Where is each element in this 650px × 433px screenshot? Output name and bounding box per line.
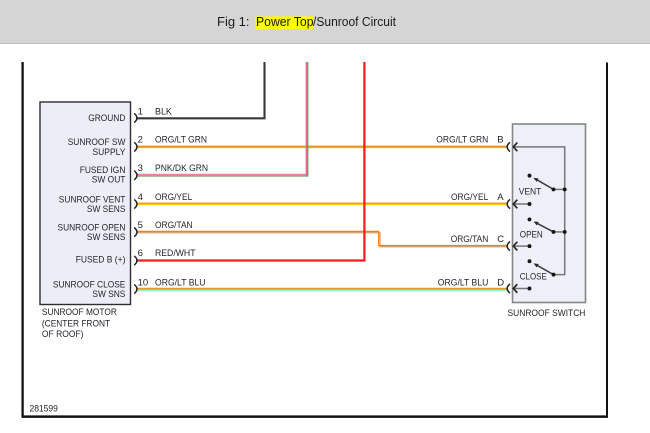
svg-text:RED/WHT: RED/WHT <box>155 248 196 259</box>
svg-text:2: 2 <box>138 134 143 145</box>
svg-text:SUNROOF SW: SUNROOF SW <box>68 137 126 148</box>
svg-text:SUNROOF CLOSE: SUNROOF CLOSE <box>53 279 126 290</box>
svg-text:ORG/TAN: ORG/TAN <box>451 234 489 245</box>
svg-text:GROUND: GROUND <box>88 113 125 124</box>
svg-text:10: 10 <box>138 277 149 288</box>
svg-text:OF ROOF): OF ROOF) <box>42 329 84 340</box>
svg-text:SUNROOF OPEN: SUNROOF OPEN <box>58 222 126 233</box>
svg-text:ORG/LT GRN: ORG/LT GRN <box>436 135 488 146</box>
svg-text:D: D <box>497 277 504 288</box>
svg-text:SUNROOF SWITCH: SUNROOF SWITCH <box>508 308 586 319</box>
svg-text:6: 6 <box>138 248 143 259</box>
svg-text:BLK: BLK <box>155 106 173 117</box>
svg-text:ORG/LT GRN: ORG/LT GRN <box>155 134 207 145</box>
svg-text:FUSED B (+): FUSED B (+) <box>76 255 126 266</box>
svg-text:SW SENS: SW SENS <box>87 204 126 215</box>
svg-text:OPEN: OPEN <box>520 229 543 240</box>
svg-text:C: C <box>497 234 504 245</box>
svg-text:ORG/YEL: ORG/YEL <box>155 192 192 203</box>
svg-text:SW SENS: SW SENS <box>87 232 126 243</box>
svg-text:281599: 281599 <box>30 404 58 415</box>
svg-text:3: 3 <box>138 163 143 174</box>
svg-text:SW OUT: SW OUT <box>92 175 126 186</box>
svg-text:CLOSE: CLOSE <box>520 271 547 282</box>
svg-text:SUPPLY: SUPPLY <box>93 147 126 158</box>
svg-text:B: B <box>497 135 503 146</box>
svg-text:5: 5 <box>138 220 143 231</box>
svg-text:4: 4 <box>138 192 143 203</box>
svg-text:PNK/DK GRN: PNK/DK GRN <box>155 163 208 174</box>
svg-text:A: A <box>497 192 504 203</box>
svg-text:ORG/LT BLU: ORG/LT BLU <box>438 277 489 288</box>
svg-text:SUNROOF VENT: SUNROOF VENT <box>59 194 126 205</box>
svg-text:ORG/YEL: ORG/YEL <box>451 192 488 203</box>
svg-text:ORG/TAN: ORG/TAN <box>155 220 193 231</box>
svg-text:FUSED IGN: FUSED IGN <box>80 165 126 176</box>
svg-text:(CENTER FRONT: (CENTER FRONT <box>42 319 110 330</box>
svg-text:1: 1 <box>138 106 143 117</box>
svg-text:ORG/LT BLU: ORG/LT BLU <box>155 277 206 288</box>
svg-text:SUNROOF MOTOR: SUNROOF MOTOR <box>42 307 117 318</box>
svg-text:VENT: VENT <box>519 187 542 198</box>
svg-text:SW SNS: SW SNS <box>92 289 125 300</box>
